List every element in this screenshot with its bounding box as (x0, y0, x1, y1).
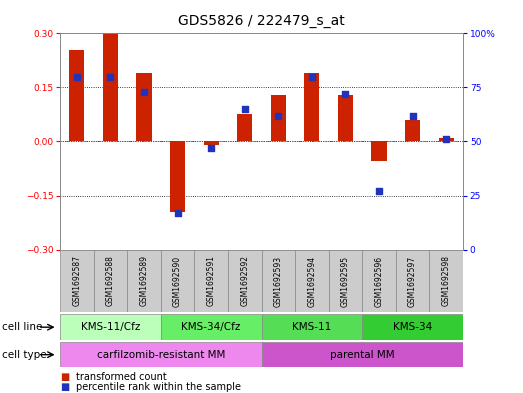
Text: transformed count: transformed count (76, 372, 167, 382)
Text: GSM1692598: GSM1692598 (441, 255, 451, 307)
Bar (362, 250, 396, 312)
Bar (228, 250, 262, 312)
Bar (304, 73, 320, 141)
Bar (70, 50, 85, 141)
Bar (170, 141, 185, 212)
Text: ■: ■ (60, 382, 70, 393)
Text: GSM1692589: GSM1692589 (140, 255, 149, 307)
Bar (203, 141, 219, 145)
Bar (429, 250, 463, 312)
Point (241, 106, 249, 112)
Bar (137, 73, 152, 141)
Bar (237, 114, 252, 141)
Bar (161, 314, 262, 340)
Bar (60, 314, 161, 340)
Text: GDS5826 / 222479_s_at: GDS5826 / 222479_s_at (178, 14, 345, 28)
Point (106, 73, 115, 80)
Text: GSM1692595: GSM1692595 (341, 255, 350, 307)
Point (174, 209, 182, 216)
Text: KMS-11: KMS-11 (292, 322, 332, 332)
Bar (262, 250, 295, 312)
Text: KMS-34/Cfz: KMS-34/Cfz (181, 322, 241, 332)
Text: GSM1692590: GSM1692590 (173, 255, 182, 307)
Text: ■: ■ (60, 372, 70, 382)
Bar (438, 138, 453, 141)
Text: GSM1692588: GSM1692588 (106, 255, 115, 307)
Bar (60, 342, 262, 367)
Point (274, 112, 282, 119)
Text: KMS-34: KMS-34 (393, 322, 432, 332)
Point (442, 136, 450, 142)
Text: GSM1692591: GSM1692591 (207, 255, 215, 307)
Bar (262, 314, 362, 340)
Bar (295, 250, 328, 312)
Bar (338, 95, 353, 141)
Text: GSM1692593: GSM1692593 (274, 255, 283, 307)
Text: KMS-11/Cfz: KMS-11/Cfz (81, 322, 140, 332)
Bar (362, 314, 463, 340)
Point (207, 145, 215, 151)
Bar (262, 342, 463, 367)
Point (375, 188, 383, 194)
Bar (396, 250, 429, 312)
Bar (195, 250, 228, 312)
Bar (60, 250, 94, 312)
Text: cell type: cell type (2, 350, 46, 360)
Text: GSM1692597: GSM1692597 (408, 255, 417, 307)
Text: GSM1692587: GSM1692587 (72, 255, 82, 307)
Text: GSM1692592: GSM1692592 (240, 255, 249, 307)
Bar (127, 250, 161, 312)
Point (408, 112, 417, 119)
Text: GSM1692596: GSM1692596 (374, 255, 383, 307)
Text: cell line: cell line (2, 322, 42, 332)
Point (308, 73, 316, 80)
Bar (161, 250, 195, 312)
Bar (328, 250, 362, 312)
Point (140, 88, 148, 95)
Bar (271, 95, 286, 141)
Bar (94, 250, 127, 312)
Point (341, 91, 349, 97)
Bar (405, 120, 420, 141)
Text: parental MM: parental MM (330, 350, 394, 360)
Text: GSM1692594: GSM1692594 (308, 255, 316, 307)
Bar (371, 141, 386, 161)
Text: percentile rank within the sample: percentile rank within the sample (76, 382, 241, 393)
Point (73, 73, 81, 80)
Bar (103, 33, 118, 141)
Text: carfilzomib-resistant MM: carfilzomib-resistant MM (97, 350, 225, 360)
